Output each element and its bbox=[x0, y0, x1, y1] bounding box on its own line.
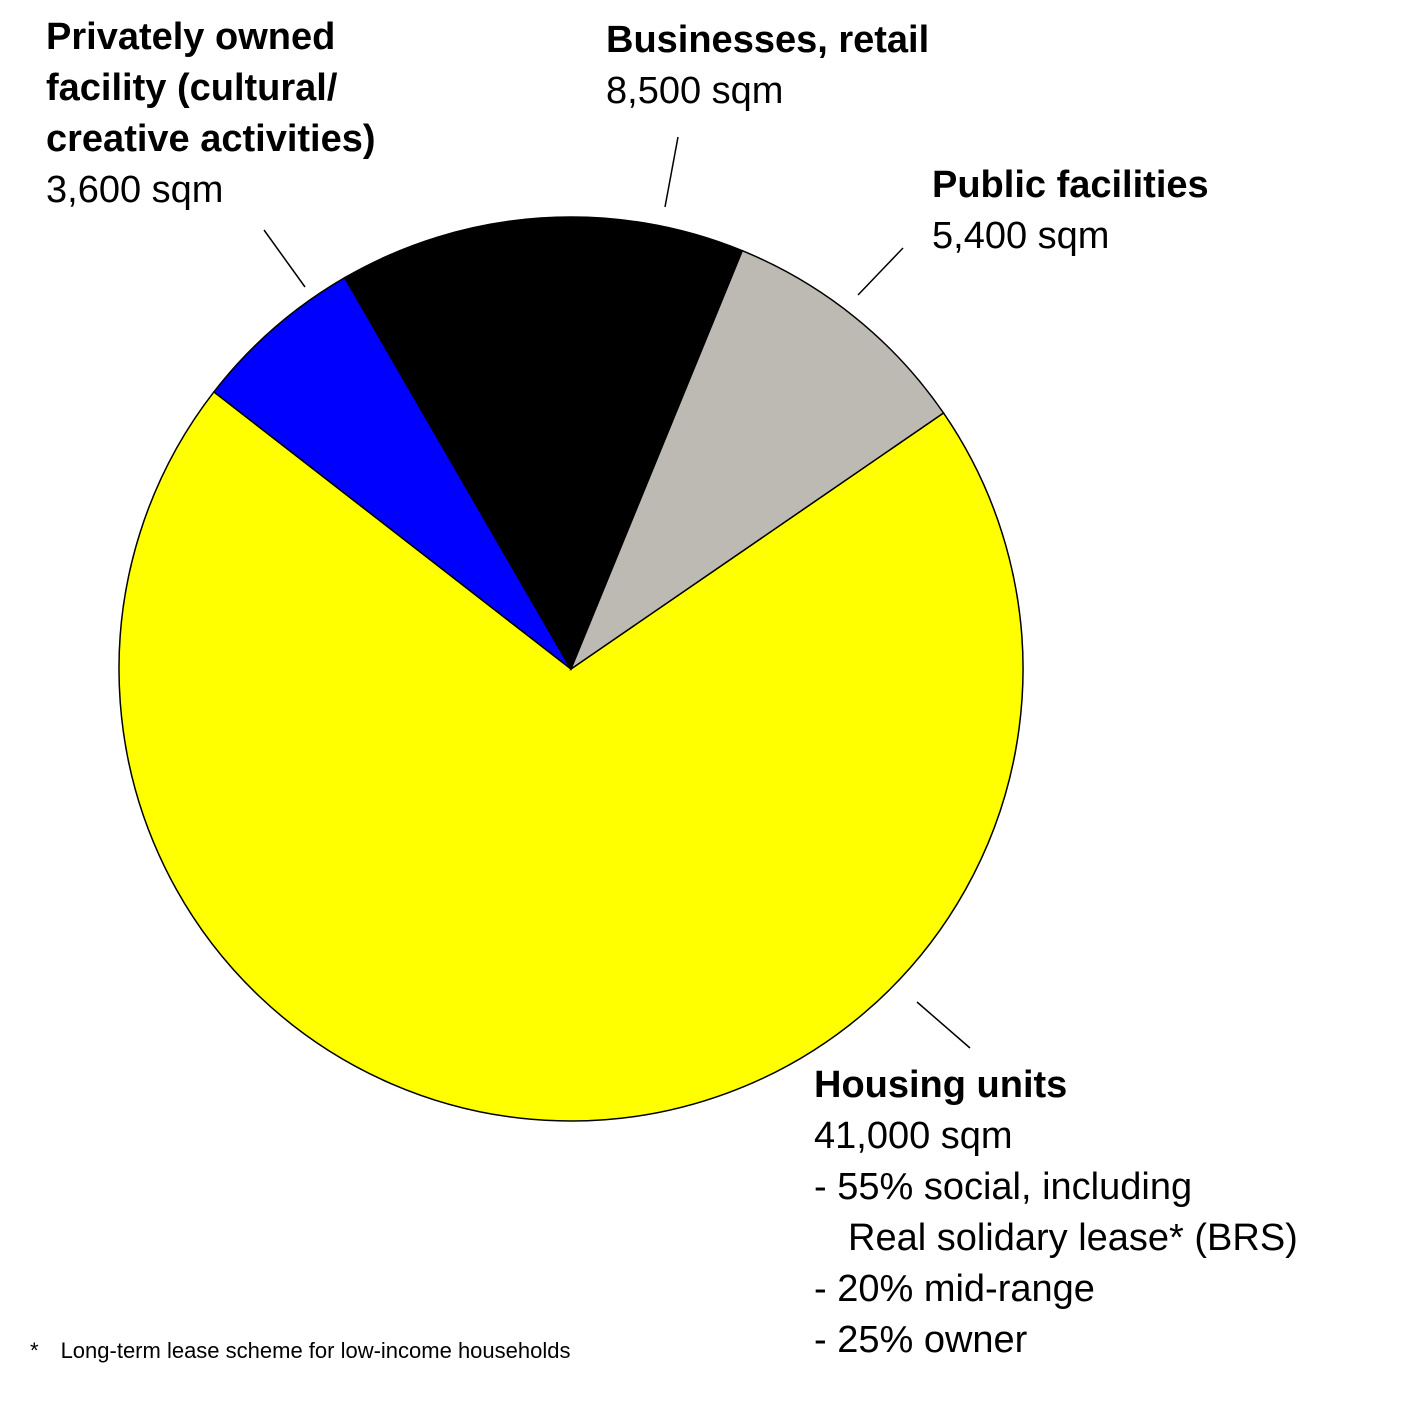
slice-detail: Real solidary lease* (BRS) bbox=[848, 1217, 1298, 1259]
slice-name: Public facilities bbox=[932, 164, 1209, 206]
leader-line bbox=[664, 136, 679, 208]
leader-line bbox=[263, 229, 306, 288]
slice-value-label: 41,000 sqm bbox=[814, 1115, 1013, 1157]
leader-line bbox=[857, 247, 904, 296]
footnote-marker: * bbox=[30, 1338, 39, 1363]
pie-slice bbox=[343, 216, 744, 671]
slice-name: Businesses, retail bbox=[606, 19, 930, 61]
pie-slice bbox=[212, 276, 572, 670]
slice-value-label: 5,400 sqm bbox=[932, 215, 1110, 257]
slice-detail: - 20% mid-range bbox=[814, 1268, 1095, 1310]
slice-name: Privately owned facility (cultural/ crea… bbox=[46, 16, 376, 160]
slice-label: Privately owned facility (cultural/ crea… bbox=[46, 12, 466, 216]
pie-slice bbox=[569, 249, 945, 672]
pie-slice bbox=[118, 390, 1024, 1122]
slice-value-label: 3,600 sqm bbox=[46, 169, 224, 211]
slice-label: Businesses, retail 8,500 sqm bbox=[606, 15, 1026, 117]
slice-value-label: 8,500 sqm bbox=[606, 70, 784, 112]
slice-label: Public facilities 5,400 sqm bbox=[932, 160, 1352, 262]
slice-name: Housing units bbox=[814, 1064, 1068, 1106]
footnote-text: Long-term lease scheme for low-income ho… bbox=[60, 1338, 571, 1363]
leader-lines bbox=[263, 136, 971, 1049]
slice-detail: - 25% owner bbox=[814, 1319, 1028, 1361]
slice-detail: - 55% social, including bbox=[814, 1166, 1193, 1208]
footnote: * Long-term lease scheme for low-income h… bbox=[30, 1338, 592, 1364]
leader-line bbox=[916, 1001, 971, 1049]
slice-label: Housing units 41,000 sqm - 55% social, inc… bbox=[814, 1060, 1414, 1366]
